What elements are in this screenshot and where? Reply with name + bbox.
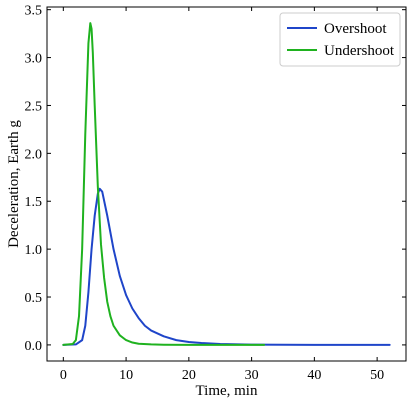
x-tick-label: 20: [182, 368, 196, 383]
legend-label-overshoot: Overshoot: [324, 21, 387, 37]
x-axis-ticks: 0 10 20 30 40 50: [60, 7, 384, 383]
legend-box: [279, 12, 401, 67]
y-axis-label: Deceleration, Earth g: [6, 120, 22, 248]
y-tick-label: 2.5: [25, 99, 43, 114]
legend-label-undershoot: Undershoot: [324, 43, 395, 59]
plot-frame: [46, 6, 407, 362]
y-tick-label: 0.0: [25, 339, 43, 354]
series-line-undershoot: [62, 22, 266, 346]
y-tick-label: 2.0: [25, 147, 43, 162]
y-tick-label: 3.0: [25, 52, 43, 67]
series-layer: [62, 22, 391, 346]
legend: Overshoot Undershoot: [279, 12, 401, 67]
y-tick-label: 3.5: [25, 4, 43, 19]
y-tick-label: 1.0: [25, 243, 43, 258]
x-tick-label: 10: [119, 368, 133, 383]
x-tick-label: 40: [307, 368, 321, 383]
y-axis-ticks: 0.0 0.5 1.0 1.5 2.0 2.5 3.0 3.5: [25, 4, 406, 354]
y-tick-label: 1.5: [25, 195, 43, 210]
x-axis-label: Time, min: [196, 383, 258, 399]
y-tick-label: 0.5: [25, 291, 43, 306]
x-tick-label: 50: [370, 368, 384, 383]
x-tick-label: 0: [60, 368, 67, 383]
x-tick-label: 30: [245, 368, 259, 383]
